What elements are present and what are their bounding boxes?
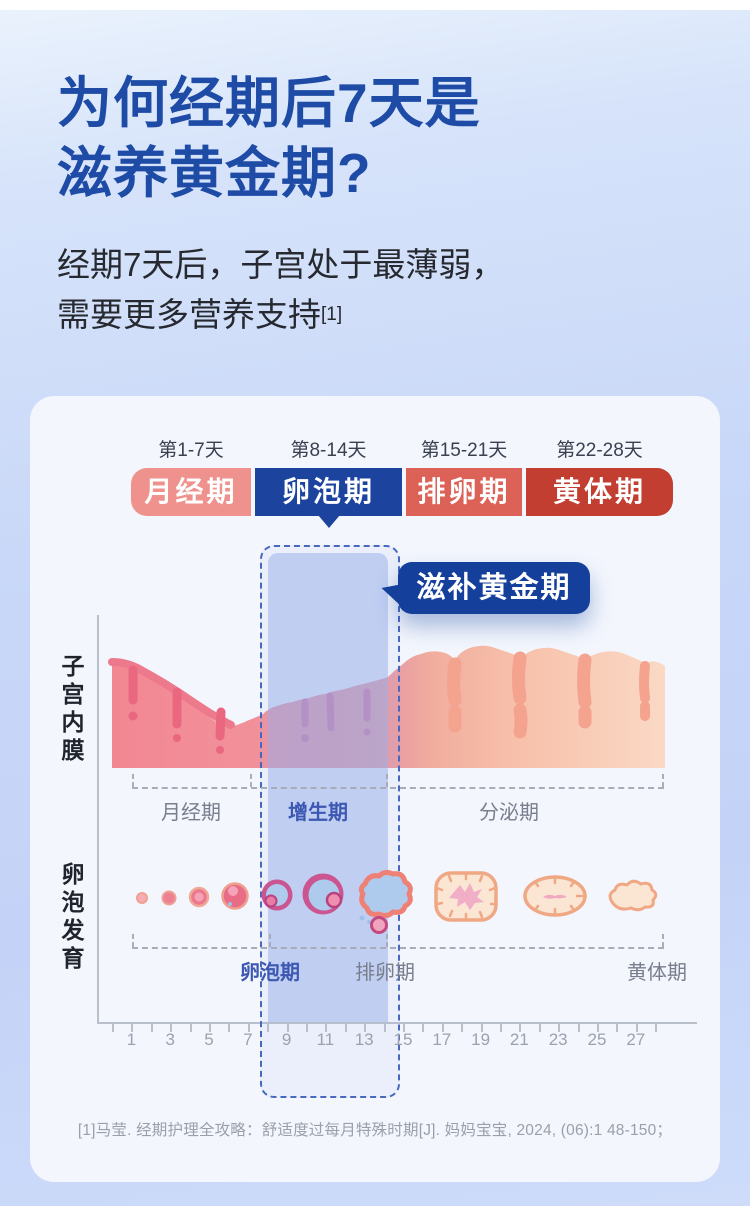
y-axis-line bbox=[97, 615, 99, 1022]
x-axis-number: 1 bbox=[126, 1030, 137, 1049]
x-axis-tick bbox=[655, 1024, 658, 1032]
phase-pointer-icon bbox=[317, 515, 340, 528]
follicle-development-illustration bbox=[136, 869, 658, 934]
x-axis-tick bbox=[441, 1024, 444, 1032]
bracket-tick bbox=[132, 774, 134, 787]
x-axis-tick bbox=[228, 1024, 231, 1032]
callout-label: 滋补黄金期 bbox=[416, 572, 572, 604]
x-axis-tick bbox=[131, 1024, 134, 1032]
phase-day-range: 第1-7天 bbox=[158, 440, 224, 461]
phase-column-4: 第22-28天黄体期 bbox=[526, 438, 673, 516]
x-axis-number: 3 bbox=[165, 1030, 175, 1049]
phase-day-range: 第8-14天 bbox=[290, 440, 367, 461]
phase-day-range: 第22-28天 bbox=[556, 440, 643, 461]
x-axis-tick bbox=[286, 1024, 289, 1032]
x-axis-tick bbox=[112, 1024, 114, 1032]
follicle-row-label: 卵泡发育 bbox=[58, 862, 84, 974]
x-axis-tick bbox=[383, 1024, 386, 1032]
endo-phase-label-secretory: 分泌期 bbox=[479, 802, 539, 824]
page-subtitle: 经期7天后，子宫处于最薄弱， 需要更多营养支持[1] bbox=[57, 240, 697, 340]
endometrium-row-label: 子宫内膜 bbox=[58, 654, 84, 766]
x-axis-tick bbox=[461, 1024, 464, 1032]
x-axis-tick bbox=[597, 1024, 599, 1032]
x-axis-tick bbox=[635, 1024, 638, 1032]
x-axis-tick bbox=[538, 1024, 541, 1032]
bracket-tick bbox=[132, 934, 134, 947]
follicle-phase-label-luteal: 黄体期 bbox=[627, 962, 687, 984]
x-axis-tick bbox=[480, 1024, 483, 1032]
x-axis-tick bbox=[150, 1024, 153, 1032]
x-axis-number: 13 bbox=[354, 1030, 374, 1049]
title-line2: 滋养黄金期? bbox=[57, 142, 372, 204]
phase-day-range: 第15-21天 bbox=[420, 440, 508, 461]
x-axis-number: 23 bbox=[548, 1030, 568, 1049]
x-axis-tick bbox=[189, 1024, 192, 1032]
bracket-tick bbox=[386, 934, 388, 947]
x-axis-tick bbox=[616, 1024, 619, 1032]
bracket-tick bbox=[386, 774, 388, 787]
x-axis-tick bbox=[170, 1024, 173, 1032]
x-axis-line bbox=[97, 1022, 697, 1024]
x-axis-number: 15 bbox=[393, 1030, 413, 1049]
x-axis-number: 7 bbox=[243, 1030, 253, 1049]
cycle-chart-panel: 第1-7天 月经期 第8-14天 卵泡期 第15-21天 排卵期 第22-28天 黄体期 bbox=[30, 396, 720, 1182]
x-axis-number: 17 bbox=[432, 1030, 452, 1049]
x-axis-number: 5 bbox=[204, 1030, 214, 1049]
x-axis-number: 19 bbox=[471, 1030, 491, 1049]
x-axis-number: 9 bbox=[281, 1030, 292, 1049]
phase-column-2: 第8-14天卵泡期 bbox=[255, 438, 402, 528]
endo-phase-label-menstrual: 月经期 bbox=[161, 802, 221, 824]
phase-column-1: 第1-7天月经期 bbox=[131, 438, 251, 516]
follicle-phase-label-ovulation: 排卵期 bbox=[355, 962, 415, 984]
x-axis-tick bbox=[519, 1024, 522, 1032]
x-axis-number: 27 bbox=[626, 1030, 646, 1049]
page-title: 为何经期后7天是 滋养黄金期? bbox=[57, 68, 697, 208]
bracket-tick bbox=[269, 934, 271, 947]
x-axis-tick bbox=[364, 1024, 367, 1032]
x-axis-tick bbox=[325, 1024, 328, 1032]
endometrium-wave-illustration bbox=[108, 645, 665, 768]
x-axis-tick bbox=[209, 1024, 211, 1032]
x-axis-number: 25 bbox=[587, 1030, 607, 1049]
x-axis-tick bbox=[344, 1024, 347, 1032]
x-axis-tick bbox=[558, 1024, 561, 1032]
x-axis-tick bbox=[247, 1024, 250, 1032]
x-axis-tick bbox=[306, 1024, 308, 1032]
follicle-bracket bbox=[132, 934, 664, 949]
endometrium-bracket bbox=[132, 774, 664, 789]
x-axis-tick bbox=[500, 1024, 502, 1032]
x-axis-tick bbox=[403, 1024, 405, 1032]
x-axis-tick bbox=[267, 1024, 270, 1032]
citation-ref: [1] bbox=[321, 304, 343, 325]
bracket-tick bbox=[662, 774, 664, 787]
bracket-tick bbox=[250, 774, 252, 787]
phase-pill-排卵期: 排卵期 bbox=[406, 468, 522, 516]
x-axis-tick bbox=[577, 1024, 580, 1032]
x-axis-tick bbox=[422, 1024, 425, 1032]
citation-footnote: [1]马莹. 经期护理全攻略：舒适度过每月特殊时期[J]. 妈妈宝宝, 2024… bbox=[77, 1122, 673, 1139]
x-axis-number: 21 bbox=[509, 1030, 529, 1049]
subtitle-line1: 经期7天后，子宫处于最薄弱， bbox=[57, 246, 505, 283]
phase-pill-卵泡期: 卵泡期 bbox=[255, 468, 402, 528]
callout-tail-icon bbox=[379, 582, 403, 605]
subtitle-line2: 需要更多营养支持 bbox=[57, 296, 321, 333]
phase-column-3: 第15-21天排卵期 bbox=[406, 438, 522, 516]
golden-period-callout: 滋补黄金期 bbox=[379, 562, 590, 614]
title-line1: 为何经期后7天是 bbox=[57, 72, 481, 134]
endo-phase-label-proliferative: 增生期 bbox=[288, 802, 348, 824]
x-axis-number: 11 bbox=[316, 1030, 335, 1049]
follicle-phase-label-follicular: 卵泡期 bbox=[240, 962, 300, 984]
phase-pill-黄体期: 黄体期 bbox=[526, 468, 673, 516]
phase-pill-月经期: 月经期 bbox=[131, 468, 251, 516]
golden-period-dashed-frame bbox=[260, 545, 400, 1098]
bracket-tick bbox=[662, 934, 664, 947]
